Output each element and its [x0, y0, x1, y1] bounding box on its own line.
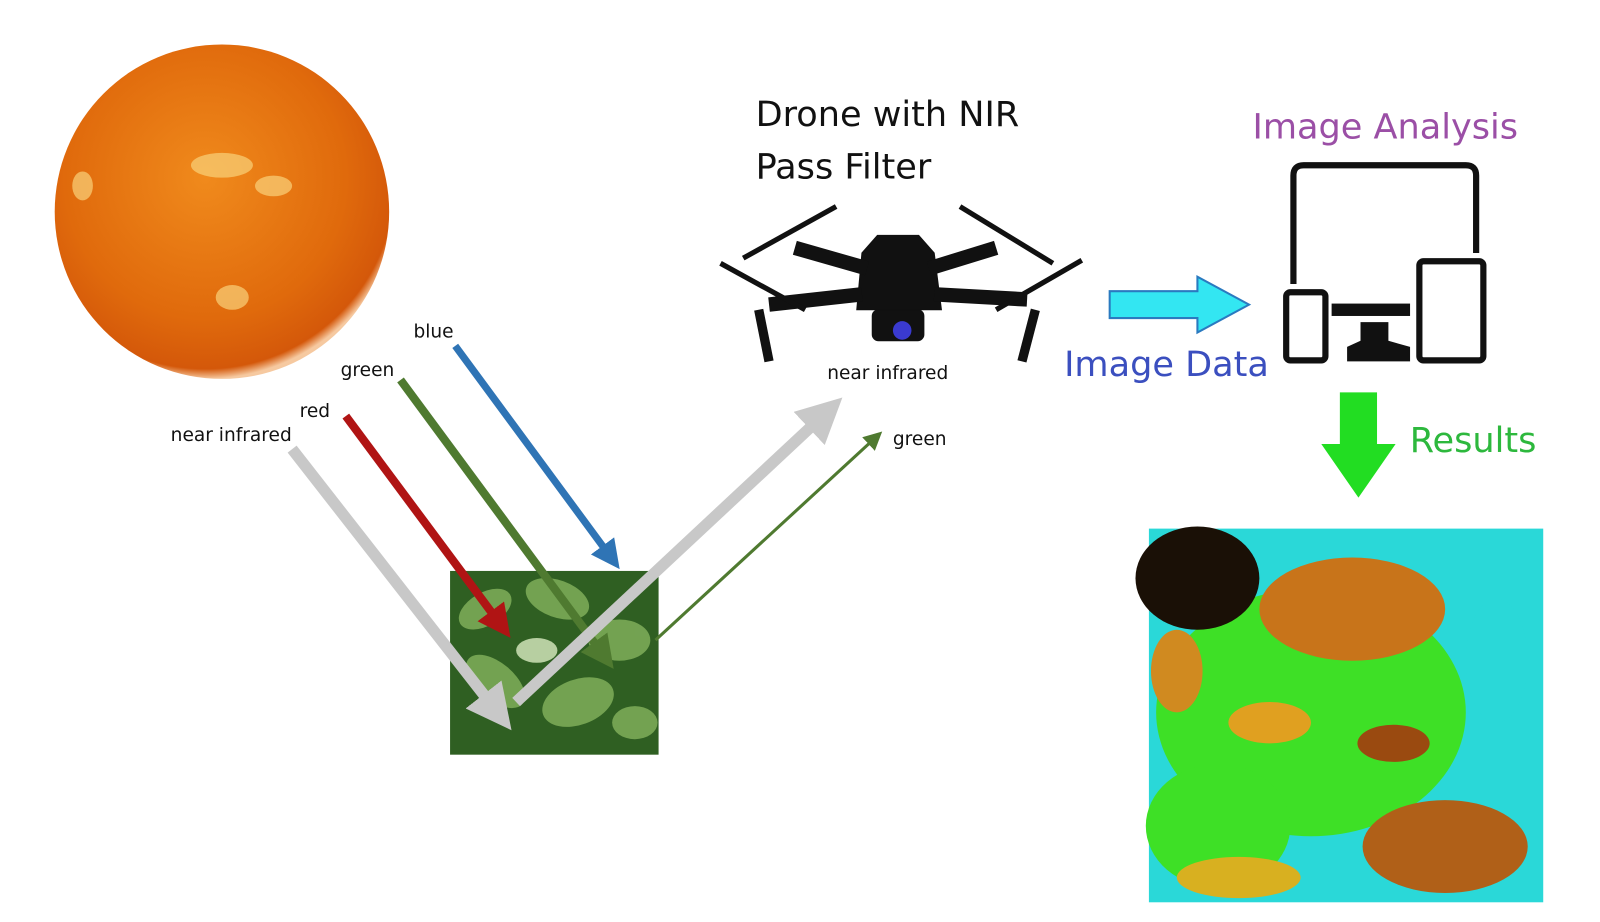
- nir-arrow: [287, 445, 512, 731]
- green-arrow: [397, 377, 614, 669]
- data-arrow: [1108, 275, 1252, 335]
- stand: [1347, 322, 1411, 362]
- result-map: [1135, 526, 1544, 903]
- label-nir-reflect: near infrared: [827, 363, 948, 384]
- drone-camera: [892, 321, 912, 340]
- green-reflect-arrow: [654, 431, 883, 642]
- label-green: green: [341, 360, 395, 381]
- results-arrow: [1321, 392, 1396, 498]
- sun: [54, 44, 390, 379]
- results-label: Results: [1410, 420, 1537, 461]
- image-data-label: Image Data: [1064, 344, 1269, 385]
- label-blue: blue: [413, 322, 453, 343]
- sun-spots: [72, 152, 293, 310]
- red-arrow: [342, 413, 511, 638]
- blue-arrow: [452, 343, 620, 570]
- drone-label-2: Pass Filter: [756, 147, 932, 188]
- keyboard: [1331, 303, 1411, 316]
- label-red: red: [300, 401, 330, 422]
- nir-reflect-arrow: [512, 397, 843, 707]
- label-green-reflect: green: [893, 429, 947, 450]
- devices-icon: [1283, 162, 1487, 364]
- label-nir: near infrared: [171, 425, 292, 446]
- image-analysis-label: Image Analysis: [1253, 106, 1519, 147]
- drone-label-1: Drone with NIR: [756, 94, 1020, 135]
